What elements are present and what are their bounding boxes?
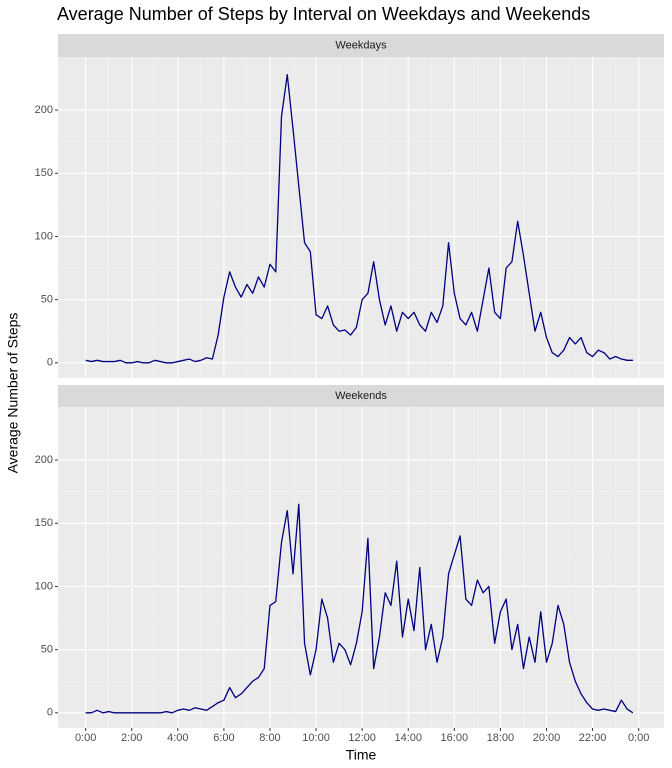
- x-tick-label: 6:00: [213, 732, 234, 744]
- strip-label: Weekends: [335, 390, 387, 402]
- x-tick-label: 4:00: [167, 732, 188, 744]
- x-tick-label: 18:00: [487, 732, 515, 744]
- x-tick-label: 22:00: [579, 732, 607, 744]
- chart-title: Average Number of Steps by Interval on W…: [57, 4, 590, 24]
- x-tick-label: 8:00: [259, 732, 280, 744]
- x-tick-label: 14:00: [394, 732, 422, 744]
- y-axis-label: Average Number of Steps: [5, 313, 21, 474]
- panel: [58, 57, 664, 378]
- x-tick-label: 10:00: [302, 732, 330, 744]
- x-axis-label: Time: [346, 747, 377, 763]
- x-tick-label: 20:00: [533, 732, 561, 744]
- x-tick-label: 12:00: [348, 732, 376, 744]
- y-tick-label: 0: [47, 707, 53, 719]
- line: [85, 74, 633, 364]
- strip: [58, 34, 664, 57]
- x-tick-label: 16:00: [441, 732, 469, 744]
- strip-label: Weekdays: [335, 39, 387, 51]
- y-tick-label: 100: [35, 580, 53, 592]
- y-tick-label: 100: [35, 230, 53, 242]
- x-tick-label: 2:00: [121, 732, 142, 744]
- y-tick-label: 150: [35, 517, 53, 529]
- y-tick-label: 200: [35, 104, 53, 116]
- y-tick-label: 50: [41, 644, 53, 656]
- y-tick-label: 150: [35, 167, 53, 179]
- line: [85, 503, 634, 714]
- x-tick-label: 0:00: [628, 732, 649, 744]
- strip: [58, 385, 664, 407]
- y-tick-label: 200: [35, 454, 53, 466]
- y-tick-label: 0: [47, 357, 53, 369]
- panel: [58, 407, 664, 728]
- x-tick-label: 0:00: [75, 732, 96, 744]
- y-tick-label: 50: [41, 294, 53, 306]
